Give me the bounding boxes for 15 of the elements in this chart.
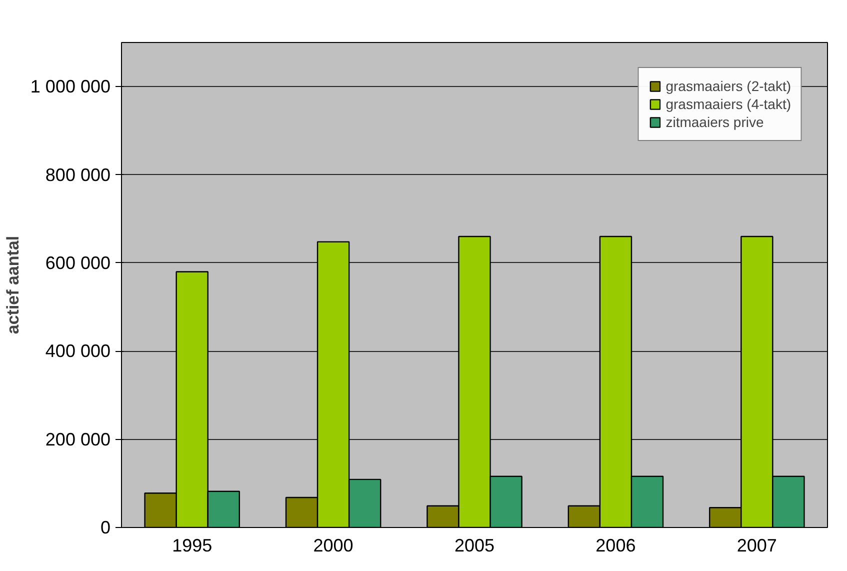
x-tick-label: 2000 <box>313 536 354 556</box>
y-tick-label: 600 000 <box>45 252 111 273</box>
x-tick-label: 1995 <box>172 536 212 556</box>
x-tick-label: 2006 <box>596 536 636 556</box>
x-tick-label: 2005 <box>454 536 495 556</box>
y-axis-title: actief aantal <box>3 236 22 334</box>
legend-label: grasmaaiers (4-takt) <box>666 96 791 112</box>
y-tick-label: 400 000 <box>45 341 111 362</box>
legend-label: grasmaaiers (2-takt) <box>666 78 791 94</box>
y-tick-label: 0 <box>100 518 111 538</box>
y-tick-label: 800 000 <box>45 164 111 185</box>
x-tick-label: 2007 <box>736 536 777 556</box>
y-tick-label: 1 000 000 <box>30 76 110 97</box>
legend-label: zitmaaiers prive <box>666 114 764 130</box>
y-tick-label: 200 000 <box>45 429 111 450</box>
